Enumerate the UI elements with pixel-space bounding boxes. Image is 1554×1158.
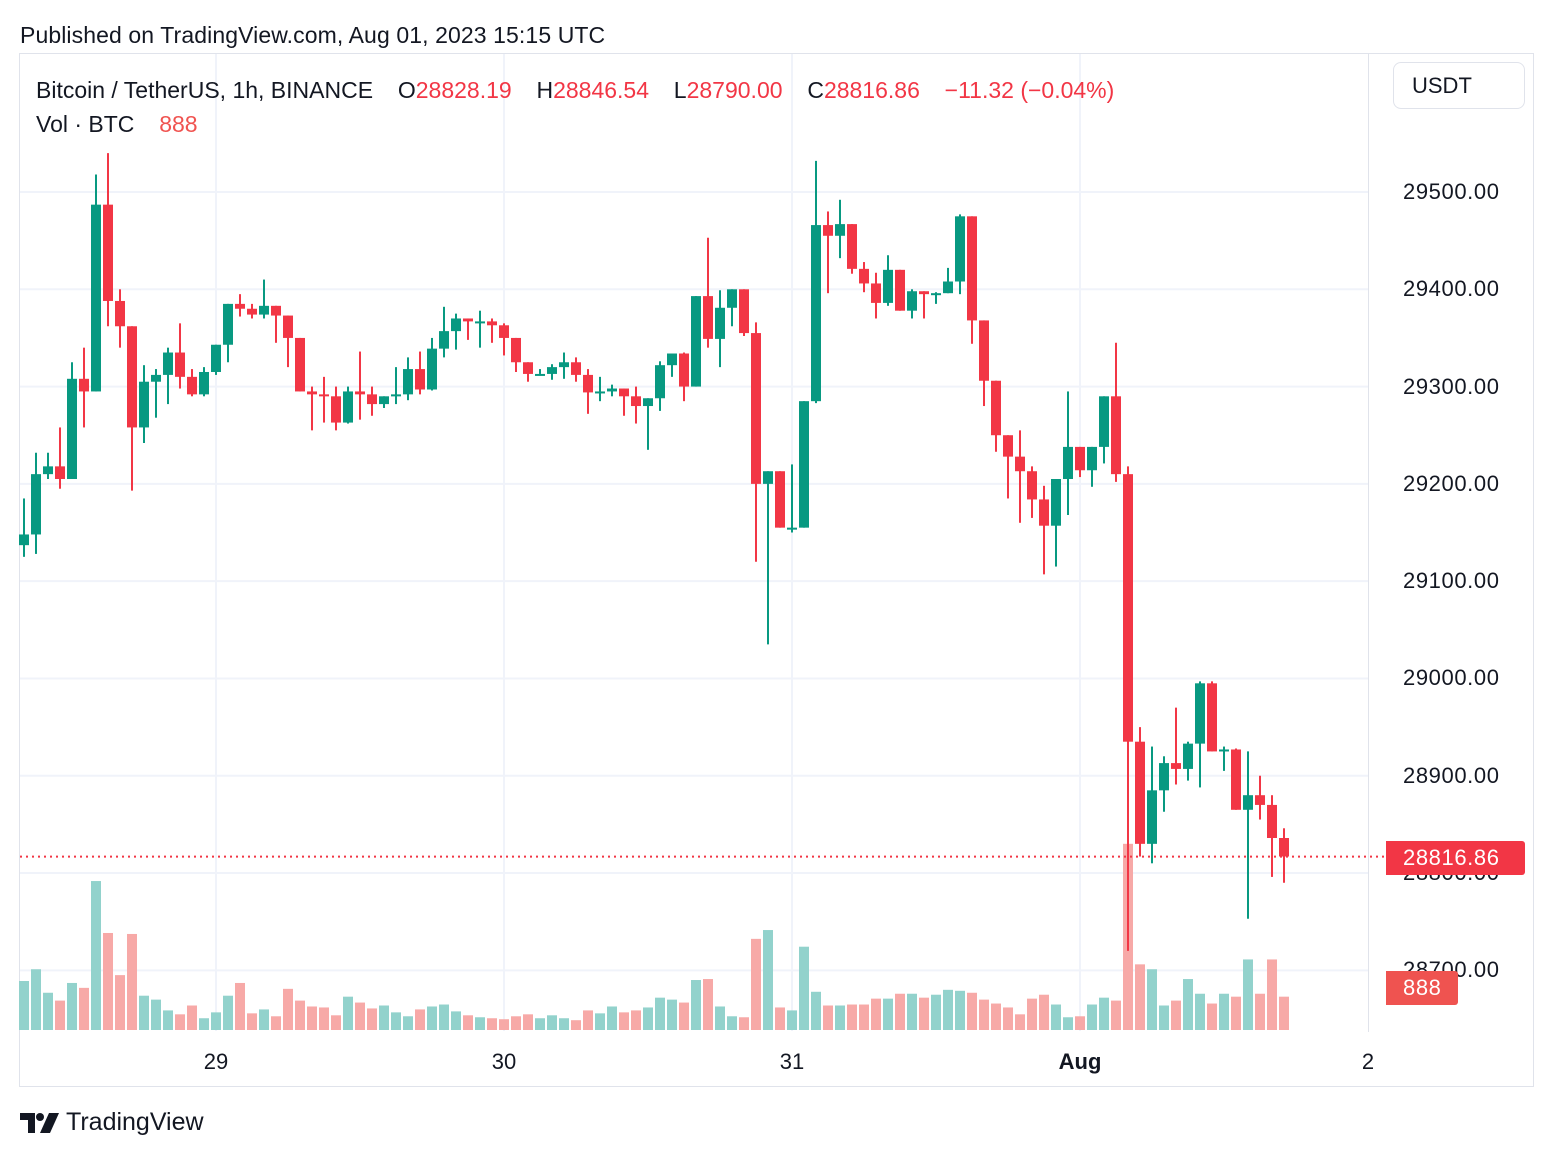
tradingview-brand: TradingView <box>66 1108 204 1136</box>
price-axis-separator <box>1368 54 1369 1032</box>
time-tick: 2 <box>1361 1049 1375 1074</box>
price-tick: 29000.00 <box>1403 665 1500 691</box>
price-candles <box>19 153 1289 951</box>
chart-frame[interactable] <box>19 53 1534 1087</box>
price-tick: 29300.00 <box>1403 373 1500 399</box>
legend-open-label: O <box>397 77 416 103</box>
legend-open-value: 28828.19 <box>415 77 512 103</box>
legend-volume-value: 888 <box>159 111 198 137</box>
legend-close-value: 28816.86 <box>823 77 920 103</box>
legend-high-value: 28846.54 <box>553 77 650 103</box>
time-tick: Aug <box>1058 1049 1102 1074</box>
tradingview-logo[interactable]: TradingView <box>20 1108 204 1137</box>
volume-bars <box>19 843 1289 1030</box>
last-price-tag: 28816.86 <box>1386 841 1525 875</box>
legend-change: −11.32 (−0.04%) <box>944 77 1115 103</box>
currency-button[interactable]: USDT <box>1393 62 1525 109</box>
price-tick: 28900.00 <box>1403 762 1500 788</box>
legend-volume-label[interactable]: Vol · BTC <box>36 111 135 137</box>
published-info: Published on TradingView.com, Aug 01, 20… <box>20 22 606 48</box>
legend-low-label: L <box>673 77 687 103</box>
legend-high-label: H <box>536 77 554 103</box>
legend-symbol[interactable]: Bitcoin / TetherUS, 1h, BINANCE <box>36 77 374 103</box>
time-tick: 30 <box>491 1049 517 1074</box>
time-tick: 29 <box>203 1049 229 1074</box>
chart-grid <box>20 54 1368 1031</box>
volume-tag: 888 <box>1386 971 1458 1005</box>
price-tick: 29200.00 <box>1403 470 1500 496</box>
legend-low-value: 28790.00 <box>686 77 783 103</box>
tradingview-logo-icon <box>20 1112 59 1133</box>
time-tick: 31 <box>779 1049 805 1074</box>
chart-legend: Bitcoin / TetherUS, 1h, BINANCE O28828.1… <box>36 76 1114 144</box>
price-tick: 29400.00 <box>1403 276 1500 302</box>
price-tick: 29500.00 <box>1403 179 1500 204</box>
price-tick: 29100.00 <box>1403 568 1500 594</box>
legend-close-label: C <box>807 77 824 103</box>
